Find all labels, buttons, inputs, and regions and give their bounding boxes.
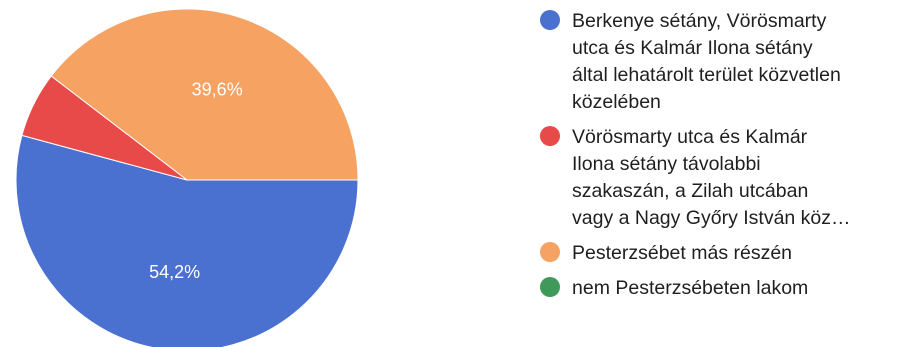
pie-plot-area: 54,2% 39,6% [15,8,359,347]
legend-item-3[interactable]: nem Pesterzsébeten lakom [540,275,900,302]
slice-value-label-2: 39,6% [192,80,243,100]
legend-swatch-3 [540,277,560,297]
legend-label-3: nem Pesterzsébeten lakom [572,277,809,299]
slice-value-label-0: 54,2% [149,262,200,282]
legend-swatch-1 [540,126,560,146]
legend-swatch-0 [540,10,560,30]
legend-label-1: Vörösmarty utca és Kalmár Ilona sétány t… [572,126,851,229]
legend-label-0: Berkenye sétány, Vörösmarty utca és Kalm… [572,10,841,113]
legend-swatch-2 [540,242,560,262]
pie-slice-2 [50,8,359,181]
legend-item-1[interactable]: Vörösmarty utca és Kalmár Ilona sétány t… [540,124,900,232]
legend-item-0[interactable]: Berkenye sétány, Vörösmarty utca és Kalm… [540,8,900,116]
pie-slice-0 [15,134,359,347]
legend-label-2: Pesterzsébet más részén [572,242,793,264]
legend: Berkenye sétány, Vörösmarty utca és Kalm… [540,8,900,310]
legend-item-2[interactable]: Pesterzsébet más részén [540,240,900,267]
